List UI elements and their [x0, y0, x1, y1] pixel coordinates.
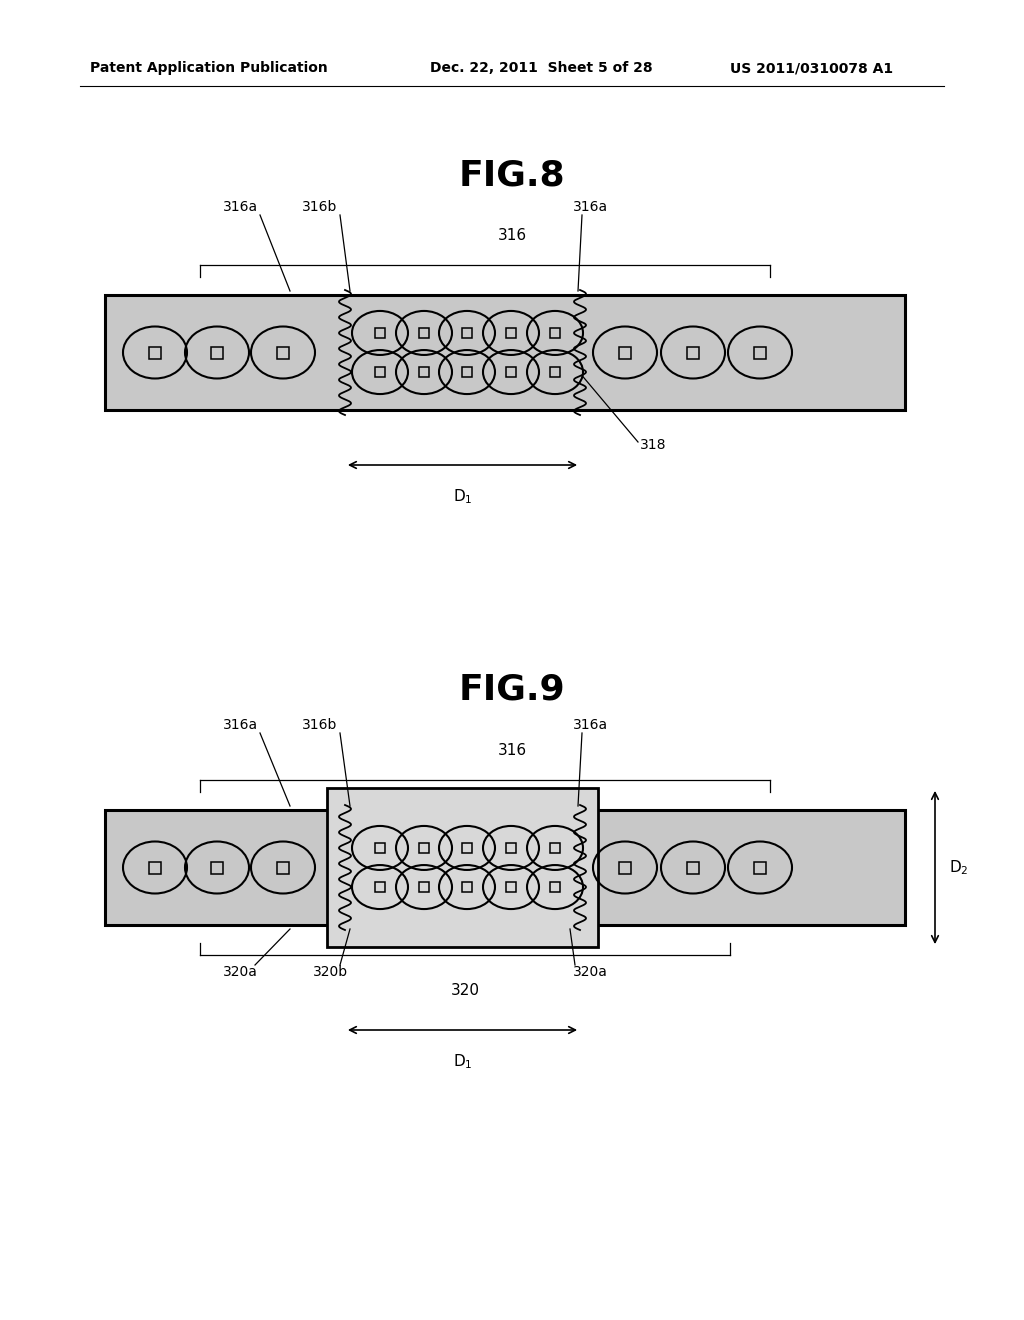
Bar: [375, 367, 385, 378]
Text: 316a: 316a: [222, 201, 258, 214]
Text: 320a: 320a: [222, 965, 257, 979]
Bar: [550, 843, 560, 853]
Bar: [550, 327, 560, 338]
Text: D$_2$: D$_2$: [949, 858, 969, 876]
Bar: [754, 346, 766, 359]
Bar: [506, 367, 516, 378]
Bar: [506, 882, 516, 892]
Text: 320: 320: [451, 983, 479, 998]
Bar: [462, 882, 472, 892]
Bar: [462, 327, 472, 338]
Text: 316a: 316a: [572, 718, 607, 733]
Bar: [278, 346, 289, 359]
Bar: [211, 346, 223, 359]
Bar: [419, 882, 429, 892]
Bar: [278, 862, 289, 874]
Bar: [506, 843, 516, 853]
Text: D$_1$: D$_1$: [453, 1052, 472, 1071]
Text: FIG.8: FIG.8: [459, 158, 565, 191]
Bar: [211, 862, 223, 874]
Text: 318: 318: [640, 438, 667, 451]
Bar: [419, 367, 429, 378]
Bar: [375, 882, 385, 892]
Text: Dec. 22, 2011  Sheet 5 of 28: Dec. 22, 2011 Sheet 5 of 28: [430, 61, 652, 75]
Bar: [550, 367, 560, 378]
Text: 316: 316: [498, 228, 526, 243]
Text: Patent Application Publication: Patent Application Publication: [90, 61, 328, 75]
Bar: [687, 862, 699, 874]
Bar: [419, 843, 429, 853]
Text: 316b: 316b: [302, 718, 338, 733]
Text: 316a: 316a: [572, 201, 607, 214]
Bar: [754, 862, 766, 874]
Bar: [618, 346, 631, 359]
Bar: [462, 367, 472, 378]
Bar: [327, 788, 598, 946]
Text: D$_1$: D$_1$: [453, 487, 472, 506]
Bar: [687, 346, 699, 359]
Bar: [150, 862, 161, 874]
Bar: [375, 327, 385, 338]
Text: FIG.9: FIG.9: [459, 673, 565, 708]
Bar: [105, 294, 905, 411]
Bar: [506, 327, 516, 338]
Bar: [550, 882, 560, 892]
Text: US 2011/0310078 A1: US 2011/0310078 A1: [730, 61, 893, 75]
Bar: [150, 346, 161, 359]
Text: 320b: 320b: [312, 965, 347, 979]
Text: 316: 316: [498, 743, 526, 758]
Bar: [618, 862, 631, 874]
Text: 316a: 316a: [222, 718, 258, 733]
Text: 316b: 316b: [302, 201, 338, 214]
Bar: [105, 810, 905, 925]
Bar: [375, 843, 385, 853]
Bar: [419, 327, 429, 338]
Bar: [462, 843, 472, 853]
Text: 320a: 320a: [572, 965, 607, 979]
